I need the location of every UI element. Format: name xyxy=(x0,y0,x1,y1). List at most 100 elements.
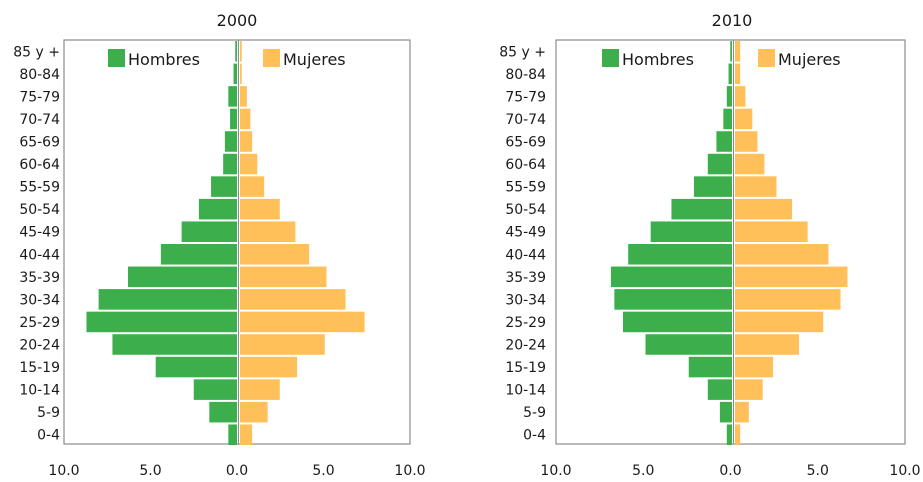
age-label: 75-79 xyxy=(505,89,546,105)
bar-hombres xyxy=(707,379,732,400)
legend-swatch-hombres xyxy=(602,49,619,67)
bar-mujeres xyxy=(735,176,777,197)
age-label: 80-84 xyxy=(19,67,60,83)
bar-hombres xyxy=(112,334,237,355)
age-label: 5-9 xyxy=(37,405,60,421)
bar-mujeres xyxy=(240,221,296,242)
bar-mujeres xyxy=(240,401,268,423)
bar-mujeres xyxy=(240,289,346,310)
bar-mujeres xyxy=(735,379,763,400)
age-label: 35-39 xyxy=(19,270,60,286)
x-tick-label: 10.0 xyxy=(540,463,571,479)
bar-hombres xyxy=(645,334,732,355)
bar-hombres xyxy=(614,289,732,310)
age-label: 60-64 xyxy=(19,157,60,173)
bar-mujeres xyxy=(735,198,793,220)
age-label: 35-39 xyxy=(505,270,546,286)
age-label: 55-59 xyxy=(505,180,546,196)
age-label: 20-24 xyxy=(505,338,546,354)
bar-mujeres xyxy=(735,289,841,310)
age-label: 5-9 xyxy=(523,405,546,421)
bar-mujeres xyxy=(735,131,758,152)
bar-hombres xyxy=(707,153,732,175)
bar-hombres xyxy=(223,153,237,175)
legend-swatch-hombres xyxy=(108,49,125,67)
age-label: 65-69 xyxy=(19,135,60,151)
bar-mujeres xyxy=(735,266,848,288)
bar-mujeres xyxy=(735,244,829,265)
bar-mujeres xyxy=(735,41,741,62)
age-label: 10-14 xyxy=(19,383,60,399)
x-tick-label: 5.0 xyxy=(632,463,654,479)
bar-hombres xyxy=(726,424,732,445)
age-label: 85 y + xyxy=(499,44,546,60)
bar-mujeres xyxy=(240,311,365,333)
bar-mujeres xyxy=(735,311,824,333)
chart-title: 2000 xyxy=(217,11,258,30)
age-label: 60-64 xyxy=(505,157,546,173)
legend-label-mujeres: Mujeres xyxy=(778,50,841,69)
age-label: 85 y + xyxy=(13,44,60,60)
age-label: 50-54 xyxy=(19,202,60,218)
bar-hombres xyxy=(155,356,237,378)
bar-mujeres xyxy=(735,221,808,242)
bar-hombres xyxy=(623,311,732,333)
bar-hombres xyxy=(716,131,732,152)
bar-hombres xyxy=(198,198,237,220)
bar-hombres xyxy=(688,356,732,378)
bar-mujeres xyxy=(240,153,258,175)
bar-hombres xyxy=(628,244,732,265)
chart-title: 2010 xyxy=(712,11,753,30)
bar-mujeres xyxy=(240,63,242,85)
chart-2010: 2010 85 y + 80-84 75-79 70-74 65-69 60-64 55-59… xyxy=(499,11,920,479)
legend-swatch-mujeres xyxy=(758,49,775,67)
bar-mujeres xyxy=(735,401,749,423)
bar-hombres xyxy=(610,266,732,288)
age-label: 10-14 xyxy=(505,383,546,399)
age-label: 75-79 xyxy=(19,89,60,105)
bar-hombres xyxy=(723,108,732,130)
x-tick-label: 5.0 xyxy=(807,463,829,479)
bar-hombres xyxy=(209,401,237,423)
bar-hombres xyxy=(233,63,237,85)
bar-mujeres xyxy=(735,334,800,355)
age-label: 65-69 xyxy=(505,135,546,151)
x-tick-label: 10.0 xyxy=(394,463,425,479)
age-label: 0-4 xyxy=(37,428,60,444)
age-label: 25-29 xyxy=(19,315,60,331)
bar-mujeres xyxy=(735,86,746,107)
bar-hombres xyxy=(719,401,732,423)
age-label: 70-74 xyxy=(505,112,546,128)
bar-mujeres xyxy=(240,198,280,220)
age-label: 45-49 xyxy=(19,225,60,241)
bar-hombres xyxy=(728,63,732,85)
bar-mujeres xyxy=(240,108,251,130)
bar-mujeres xyxy=(240,334,325,355)
bar-hombres xyxy=(160,244,237,265)
bar-hombres xyxy=(230,108,237,130)
legend-label-mujeres: Mujeres xyxy=(283,50,346,69)
bar-hombres xyxy=(228,424,237,445)
age-label: 15-19 xyxy=(19,360,60,376)
bar-mujeres xyxy=(240,86,247,107)
bar-hombres xyxy=(211,176,237,197)
age-label: 25-29 xyxy=(505,315,546,331)
bar-mujeres xyxy=(240,41,242,62)
age-label: 45-49 xyxy=(505,225,546,241)
bar-mujeres xyxy=(240,266,327,288)
bar-hombres xyxy=(224,131,237,152)
bar-mujeres xyxy=(240,244,310,265)
bar-hombres xyxy=(228,86,237,107)
bar-hombres xyxy=(128,266,237,288)
x-tick-label: 10.0 xyxy=(889,463,920,479)
bar-mujeres xyxy=(735,356,774,378)
bar-hombres xyxy=(726,86,732,107)
bar-mujeres xyxy=(735,153,765,175)
bar-hombres xyxy=(98,289,237,310)
bar-hombres xyxy=(693,176,732,197)
bar-mujeres xyxy=(735,63,741,85)
age-label: 0-4 xyxy=(523,428,546,444)
x-tick-label: 5.0 xyxy=(139,463,161,479)
age-label: 30-34 xyxy=(19,292,60,308)
